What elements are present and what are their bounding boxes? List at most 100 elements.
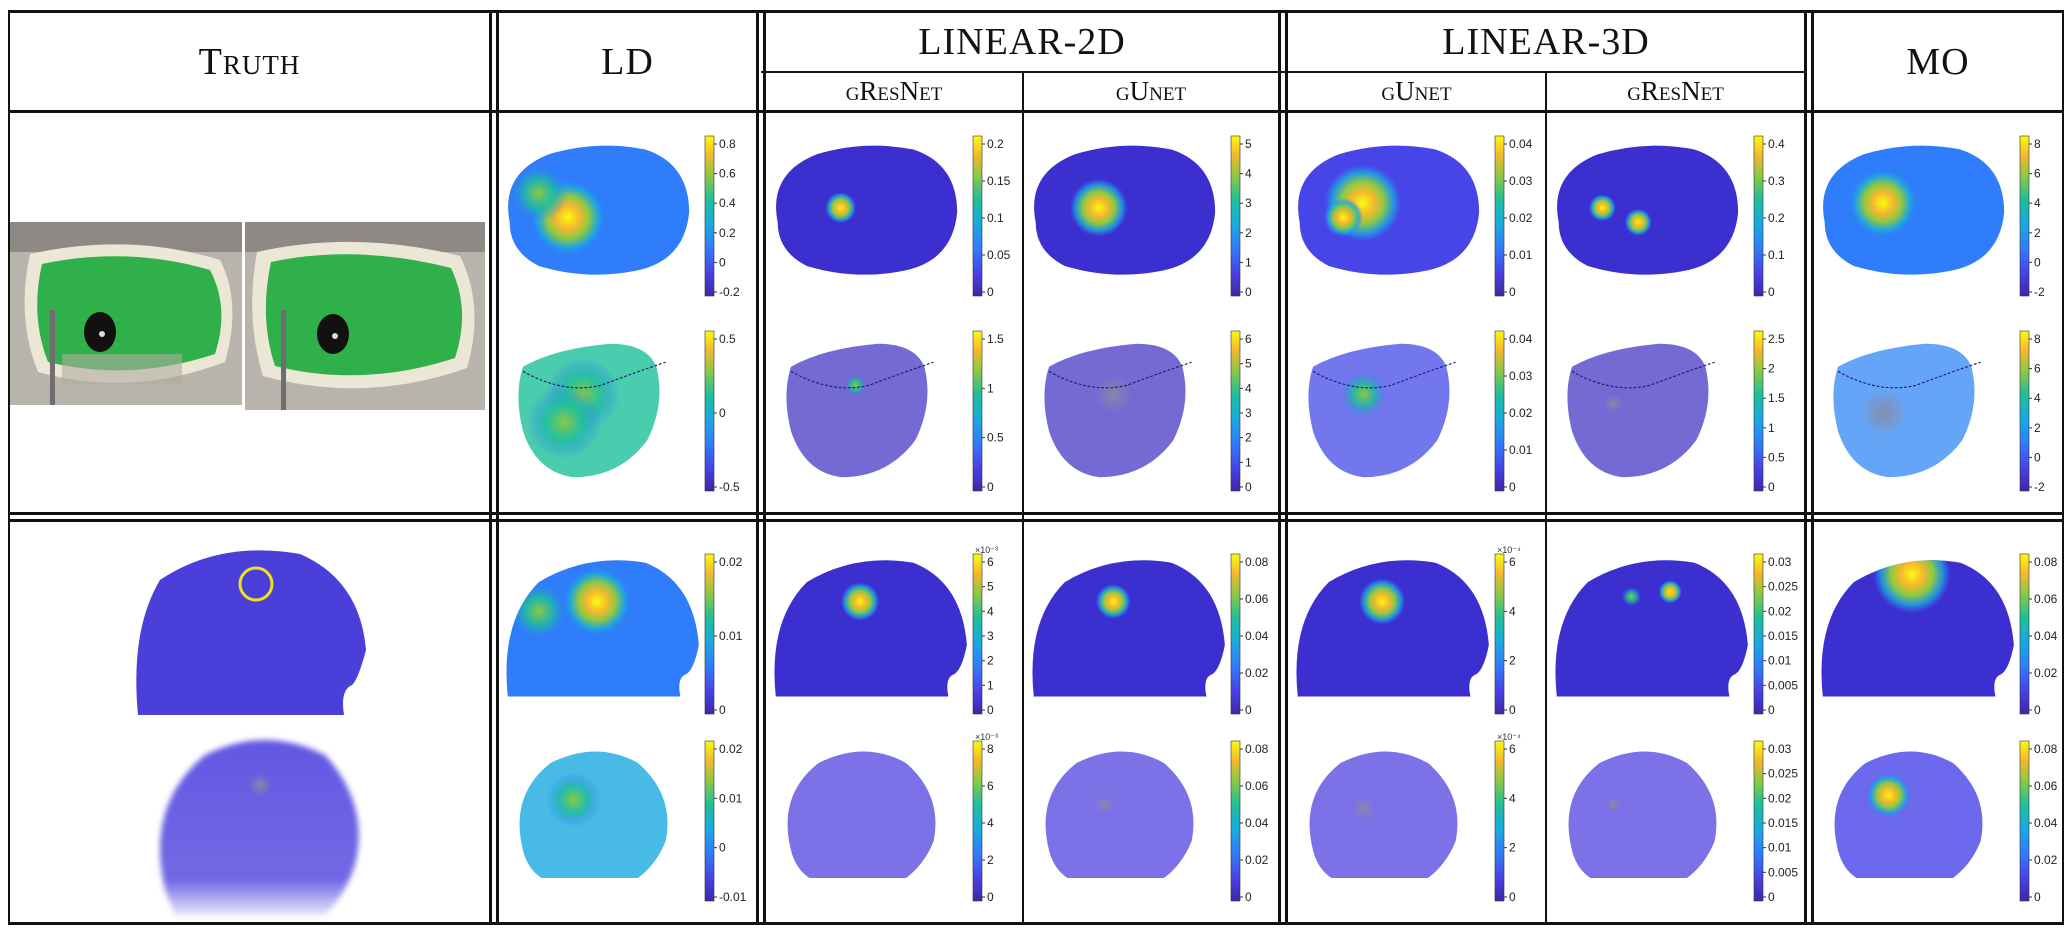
colorbar-tick-label: 0 [987,285,994,299]
subheader-l3d-gresnet: gResNet [1627,76,1724,106]
colorbar-tick-label: 0.02 [2034,666,2058,680]
colorbar-exponent: ×10⁻³ [975,732,998,742]
colorbar-tick-label: 0.08 [1245,555,1269,569]
inclusion-spot [1624,208,1652,236]
colorbar-tick-label: 2 [1509,841,1516,855]
phantom-photo-1 [10,222,242,405]
colorbar-tick-label: 0 [719,841,726,855]
slice-plane-outline [1571,361,1715,389]
slice-plane-outline [1837,361,1981,389]
inclusion-spot [1323,198,1363,237]
domain-shape [1821,560,2014,697]
panel-r2a-l2d-gresnet: 6 5 4 3 2 1 0 ×10⁻³ [768,545,1013,728]
reconstruction-plot: 0.04 0.03 0.02 0.01 0 [1308,330,1533,494]
inclusion-spot [1095,584,1131,619]
panel-r1a-l2d-gunet: 5 4 3 2 1 0 [1026,130,1271,310]
colorbar-tick-label: 0.05 [987,248,1011,262]
inclusion-spot [1340,371,1387,418]
inclusion-spot [1069,178,1128,237]
truth-slice-2d [130,540,370,720]
domain-shape [774,560,967,697]
colorbar-tick-label: 0.01 [719,791,743,805]
inclusion-spot [844,374,867,397]
inclusion-spot [825,192,857,224]
inclusion-spot [1860,388,1908,437]
panel-r1a-l2d-gresnet: 0.2 0.15 0.1 0.05 0 [768,130,1013,310]
colorbar [704,135,715,297]
colorbar-tick-label: 4 [987,604,994,618]
inclusion-spot [1606,797,1621,812]
panel-r2b-ld: 0.02 0.01 0 -0.01 [500,735,747,915]
domain-shape [786,343,928,478]
colorbar [1753,740,1764,902]
panel-r2b-l2d-gresnet: 8 6 4 2 0 ×10⁻³ [768,732,1013,915]
inclusion-spot [840,582,880,621]
colorbar-tick-label: 0.01 [1509,443,1533,457]
colorbar [972,740,983,902]
domain-shape [1045,751,1194,878]
inclusion-spot [1095,795,1114,814]
colorbar-tick-label: 4 [1509,791,1516,805]
colorbar-tick-label: 8 [2034,332,2041,346]
colorbar-tick-label: 0 [2034,703,2041,717]
colorbar-tick-label: 0 [1768,285,1775,299]
colorbar-tick-label: 0 [1509,703,1516,717]
colorbar-tick-label: 0.02 [1768,791,1792,805]
colorbar-tick-label: 0 [719,406,726,420]
colorbar-tick-label: 0.01 [1768,654,1792,668]
reconstruction-plot: 6 4 2 0 ×10⁻⁴ [1309,732,1521,904]
panel-r1a-ld: 0.8 0.6 0.4 0.2 0 -0.2 [500,130,745,310]
colorbar-tick-label: 1 [1245,455,1252,469]
colorbar-tick-label: 0 [1245,703,1252,717]
reconstruction-plot: 6 5 4 3 2 1 0 ×10⁻³ [774,545,998,717]
reconstruction-plot: 0.8 0.6 0.4 0.2 0 -0.2 [508,135,740,299]
colorbar-tick-label: 0.03 [1768,555,1792,569]
colorbar-tick-label: 0 [2034,890,2041,904]
colorbar [972,330,983,492]
colorbar-tick-label: 0 [1245,890,1252,904]
colorbar-tick-label: 0.5 [719,332,736,346]
colorbar-tick-label: 0.15 [987,174,1011,188]
colorbar-tick-label: 0.025 [1768,580,1798,594]
colorbar-tick-label: 2 [1245,226,1252,240]
domain-shape [776,145,958,275]
reconstruction-plot: 0.04 0.03 0.02 0.01 0 [1298,135,1533,299]
colorbar-tick-label: 0.2 [719,226,736,240]
colorbar [1753,330,1764,492]
colorbar-tick-label: 0.5 [987,431,1004,445]
colorbar-tick-label: 0.03 [1768,742,1792,756]
colorbar-tick-label: 0.6 [719,167,736,181]
colorbar-tick-label: 2 [2034,226,2041,240]
colorbar-tick-label: 0 [719,703,726,717]
colorbar [1753,135,1764,297]
inclusion-spot [1873,560,1951,614]
domain-shape [1568,751,1717,878]
domain-shape [1555,560,1748,697]
colorbar-tick-label: 0 [1245,285,1252,299]
reconstruction-plot: 0.5 0 -0.5 [518,330,740,494]
inclusion-spot [1866,773,1911,818]
header-linear-3d: LINEAR-3D [1442,21,1650,63]
colorbar-tick-label: 0 [2034,255,2041,269]
slice-plane-outline [790,361,934,389]
colorbar-tick-label: 4 [2034,391,2041,405]
colorbar-tick-label: 0.2 [1768,211,1785,225]
reconstruction-plot: 0.08 0.06 0.04 0.02 0 [1821,553,2058,717]
colorbar-tick-label: -2 [2034,285,2045,299]
colorbar [704,330,715,492]
reconstruction-plot: 8 6 4 2 0 -2 [1823,135,2045,299]
panel-r1a-l3d-gunet: 0.04 0.03 0.02 0.01 0 [1290,130,1535,310]
colorbar-tick-label: 0.06 [2034,592,2058,606]
colorbar-tick-label: 6 [1245,332,1252,346]
reconstruction-plot: 8 6 4 2 0 -2 [1833,330,2045,494]
header-linear-2d: LINEAR-2D [918,21,1126,63]
header-truth: Truth [198,40,301,83]
panel-r2a-l3d-gresnet: 0.03 0.025 0.02 0.015 0.01 0.005 0 [1549,548,1798,728]
colorbar-tick-label: 0.005 [1768,678,1798,692]
reconstruction-plot: 0.03 0.025 0.02 0.015 0.01 0.005 0 [1568,740,1798,904]
colorbar-exponent: ×10⁻⁴ [1497,545,1521,555]
colorbar-exponent: ×10⁻⁴ [1497,732,1521,742]
inclusion-spot [1352,797,1375,821]
panel-r1a-l3d-gresnet: 0.4 0.3 0.2 0.1 0 [1549,130,1794,310]
panel-r1b-mo: 8 6 4 2 0 -2 [1815,325,2060,505]
